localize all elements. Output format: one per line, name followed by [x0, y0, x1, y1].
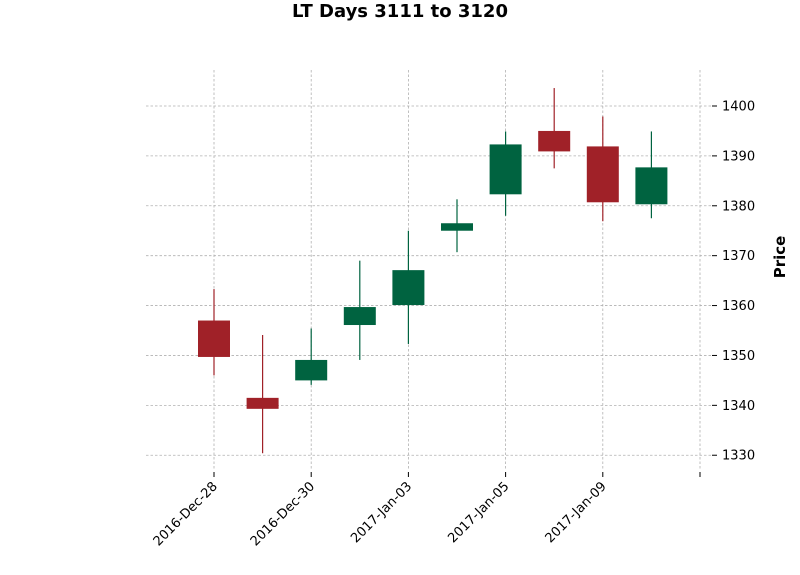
y-tick-label: 1350 [722, 349, 755, 364]
candle-up [392, 230, 425, 344]
y-tick-label: 1330 [722, 449, 755, 464]
x-tick-label: 2017-Jan-03 [348, 479, 415, 546]
candle-down [198, 289, 230, 376]
candle-down [586, 116, 619, 222]
x-tick-label: 2017-Jan-05 [445, 479, 512, 546]
y-tick-label: 1340 [722, 399, 755, 414]
candle-body [489, 144, 522, 195]
y-tick-label: 1380 [722, 199, 755, 214]
candle-up [343, 260, 376, 360]
chart-title: LT Days 3111 to 3120 [292, 1, 508, 22]
y-axis-label: Price [771, 236, 789, 279]
x-tick-label: 2016-Dec-28 [151, 479, 221, 549]
x-tick-label: 2016-Dec-30 [248, 479, 318, 549]
candle-up [295, 328, 328, 385]
y-tick-label: 1400 [722, 100, 755, 115]
y-tick-label: 1370 [722, 249, 755, 264]
candle-down [538, 88, 571, 169]
candle-body [246, 397, 279, 409]
candle-body [635, 167, 668, 205]
candle-body [295, 359, 328, 381]
candle-body [441, 223, 473, 231]
candle-up [489, 131, 522, 216]
candles [198, 88, 668, 454]
candle-up [635, 131, 668, 219]
y-tick-label: 1360 [722, 299, 755, 314]
candle-down [246, 334, 279, 454]
grid [146, 70, 712, 470]
candle-up [441, 199, 473, 253]
axes: 1330 1340 1350 1360 1370 1380 1390 1400 2016-Dec… [151, 100, 755, 550]
candle-body [392, 270, 425, 306]
candle-body [198, 320, 230, 357]
candle-body [538, 130, 571, 152]
y-tick-label: 1390 [722, 149, 755, 164]
candle-body [586, 146, 619, 203]
candle-body [343, 307, 376, 326]
x-tick-label: 2017-Jan-09 [543, 479, 610, 546]
